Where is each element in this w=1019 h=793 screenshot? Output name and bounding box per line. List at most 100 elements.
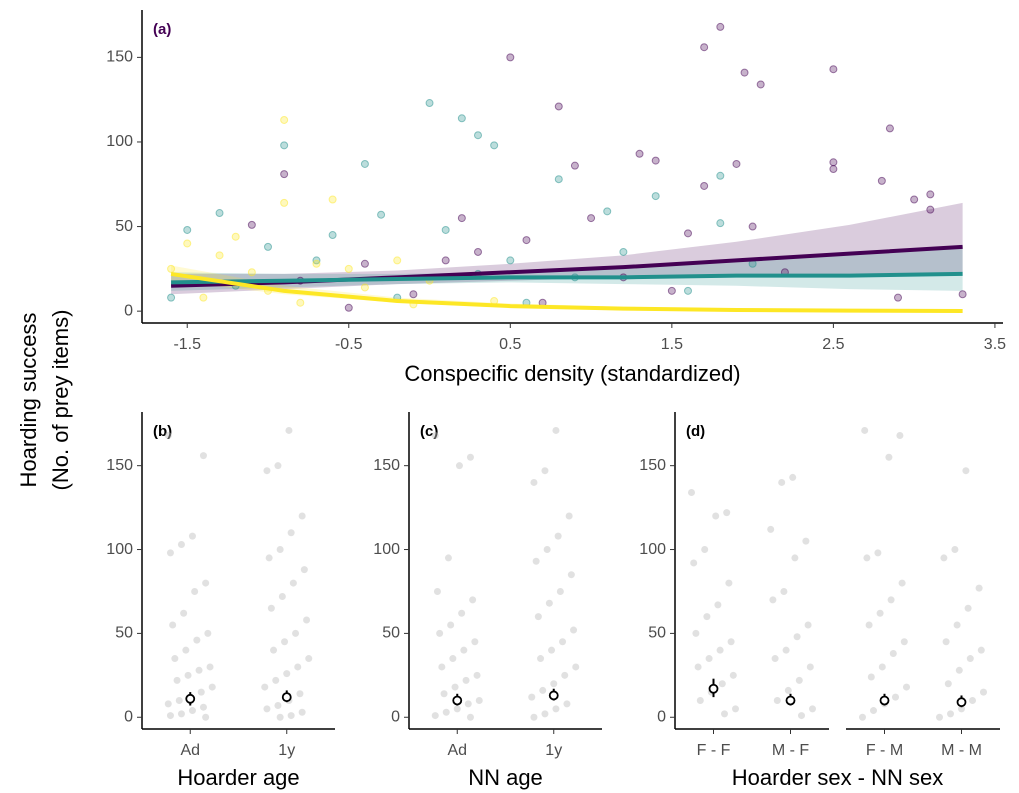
data-point [587,214,596,223]
data-point [756,80,765,89]
data-point [944,680,952,688]
data-point [360,159,369,168]
data-point [732,159,741,168]
data-point [791,554,799,562]
data-point [809,705,816,713]
data-point [705,655,713,663]
data-point [175,696,183,704]
data-point [247,220,256,229]
data-point [561,671,569,679]
data-point [436,629,444,637]
data-point [193,636,201,644]
y-tick-label: 100 [373,541,400,558]
data-point [795,676,803,684]
mean-point [785,695,796,706]
data-point [438,663,446,671]
data-point [545,599,553,607]
data-point [530,713,538,721]
data-point [635,149,644,158]
data-point [206,663,214,671]
data-point [169,621,177,629]
x-axis-title: Hoarder sex - NN sex [732,765,944,790]
data-point [164,431,172,439]
data-point [684,229,692,238]
data-point [475,696,483,704]
data-point [474,131,482,140]
data-point [570,161,579,170]
data-point [177,710,185,718]
mean-point [548,690,559,701]
data-point [263,467,271,475]
data-point [793,633,801,641]
data-point [900,638,908,646]
data-point [955,666,963,674]
data-point [556,587,564,595]
data-point [692,629,700,637]
data-point [554,532,562,540]
data-point [552,426,560,434]
data-point [303,616,311,624]
data-point [771,655,779,663]
data-point [964,604,972,612]
x-tick-label: 3.5 [984,336,1006,353]
data-point [969,696,976,704]
data-point [889,650,897,658]
data-point [191,587,199,595]
data-point [528,693,536,701]
data-point [780,587,788,595]
data-point [247,268,256,277]
data-point [164,700,172,708]
data-point [298,708,306,716]
data-point [688,489,695,497]
data-point [285,426,293,434]
data-point [953,621,961,629]
data-point [208,683,216,691]
data-point [506,256,515,265]
data-point [703,613,711,621]
data-point [263,705,271,713]
data-point [171,655,179,663]
y-axis-title: Hoarding success [16,313,41,488]
data-point [554,102,563,111]
data-point [425,99,434,108]
data-point [202,579,210,587]
data-point [458,609,466,617]
data-point [977,646,985,654]
data-point [942,638,950,646]
data-point [278,592,286,600]
data-point [464,700,472,708]
data-point [431,431,439,439]
data-point [863,554,871,562]
data-point [522,236,531,245]
data-point [451,683,459,691]
data-point [460,646,468,654]
data-point [296,690,304,698]
data-point [440,690,448,698]
data-point [951,546,959,554]
data-point [199,293,208,302]
data-point [283,670,291,678]
data-point [264,242,272,251]
data-point [559,638,567,646]
data-point [570,626,578,634]
data-point [344,303,353,312]
data-point [280,141,289,150]
data-point [167,264,176,273]
data-point [876,609,884,617]
data-point [287,712,295,720]
data-point [892,693,899,701]
data-point [195,666,203,674]
mean-point [879,695,890,706]
data-point [829,165,838,174]
data-point [603,207,612,216]
data-point [294,663,302,671]
x-axis-title: Conspecific density (standardized) [404,361,740,386]
data-point [958,705,965,713]
data-point [885,124,894,133]
data-point [360,259,369,268]
data-point [532,557,540,565]
data-point [442,708,450,716]
data-point [651,156,660,165]
data-point [716,646,724,654]
data-point [782,646,790,654]
